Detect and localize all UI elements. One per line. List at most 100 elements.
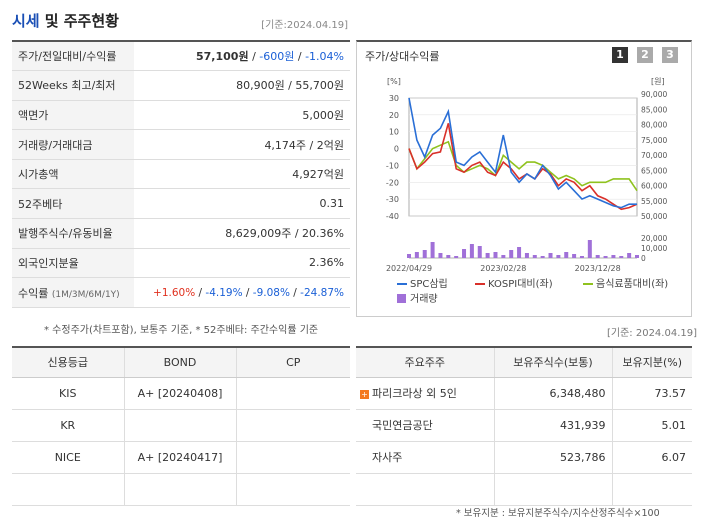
holder-name[interactable]: 파리크라상 외 5인 bbox=[372, 387, 457, 400]
series-line bbox=[408, 97, 637, 209]
legend-label: 거래량 bbox=[410, 293, 438, 305]
right-tick-label: 80,000 bbox=[641, 121, 667, 130]
legend-label: SPC삼립 bbox=[410, 277, 448, 290]
volume-bar bbox=[548, 253, 553, 258]
stock-chart: [%] [원] 30 20 10 0 -10 -20 -30 -40 90,000 85,000 80,… bbox=[386, 77, 668, 305]
right-tick-label: 70,000 bbox=[641, 151, 667, 160]
volume-bar bbox=[556, 255, 561, 258]
table-row: 수익률 (1M/3M/6M/1Y) +1.60% / -4.19% / -9.0… bbox=[12, 277, 350, 308]
left-tick-label: -30 bbox=[386, 195, 399, 204]
legend-label: 음식료품대비(좌) bbox=[596, 278, 668, 290]
cell-bond: A+ [20240408] bbox=[124, 377, 237, 410]
volume-bar bbox=[619, 256, 624, 258]
volume-bar bbox=[407, 254, 411, 258]
legend-label: KOSPI대비(좌) bbox=[488, 278, 553, 290]
section-title: 시세 bbox=[12, 12, 40, 30]
col-header: BOND bbox=[124, 347, 237, 378]
right-tick-label: 50,000 bbox=[641, 212, 667, 221]
volume-bar bbox=[462, 249, 467, 258]
row-label: 52주베타 bbox=[12, 188, 134, 220]
volume-bar bbox=[532, 255, 537, 258]
chart-page-3-button[interactable]: 3 bbox=[662, 47, 678, 63]
right-tick-label: 75,000 bbox=[641, 136, 667, 145]
row-value: 2.36% bbox=[134, 248, 350, 279]
volume-bar bbox=[454, 256, 459, 258]
left-axis-unit: [%] bbox=[387, 77, 401, 86]
x-tick-label: 2022/04/29 bbox=[386, 264, 432, 273]
credit-rating-table: 신용등급 BOND CP KIS A+ [20240408] KR NICE A… bbox=[12, 346, 350, 506]
holders-asof: [기준: 2024.04.19] bbox=[607, 328, 698, 339]
row-label: 액면가 bbox=[12, 100, 134, 131]
cell-cp bbox=[236, 441, 350, 474]
row-value: 0.31 bbox=[134, 188, 350, 220]
return-1m: +1.60% bbox=[153, 286, 196, 299]
cell-bond: A+ [20240417] bbox=[124, 441, 237, 474]
cell-shares bbox=[494, 473, 613, 506]
left-tick-label: 30 bbox=[389, 94, 399, 103]
table-row: 52Weeks 최고/최저 80,900원 / 55,700원 bbox=[12, 70, 350, 101]
price-value: 57,100원 bbox=[196, 50, 249, 64]
return-6m: -9.08% bbox=[252, 286, 290, 299]
volume-bar bbox=[611, 255, 616, 258]
x-tick-label: 2023/12/28 bbox=[575, 264, 621, 273]
volume-bar bbox=[477, 246, 482, 258]
volume-bar bbox=[572, 254, 577, 258]
volume-bar bbox=[430, 242, 435, 258]
chart-page-1-button[interactable]: 1 bbox=[612, 47, 628, 63]
col-header: 신용등급 bbox=[12, 347, 125, 378]
cell-percent bbox=[612, 473, 692, 506]
left-tick-label: 0 bbox=[394, 145, 399, 154]
cell-holder bbox=[356, 473, 495, 506]
right-tick-label: 55,000 bbox=[641, 197, 667, 206]
table-row: 52주베타 0.31 bbox=[12, 188, 350, 220]
volume-tick-label: 0 bbox=[641, 254, 646, 263]
volume-bar bbox=[540, 256, 545, 258]
table-row: 국민연금공단 431,939 5.01 bbox=[356, 409, 692, 442]
row-label: 시가총액 bbox=[12, 159, 134, 190]
cell-cp bbox=[236, 409, 350, 442]
chart-panel: 주가/상대수익률 1 2 3 [%] [원] 30 20 10 0 -10 -20 -30 -40… bbox=[356, 40, 692, 317]
volume-bar bbox=[446, 255, 451, 258]
price-change: -600원 bbox=[259, 50, 295, 64]
holders-footnote: * 보유지분 : 보유지분주식수/지수산정주식수×100 bbox=[456, 508, 660, 519]
table-header-row: 주요주주 보유주식수(보통) 보유지분(%) bbox=[356, 347, 692, 378]
cell-holder: 국민연금공단 bbox=[356, 409, 495, 442]
table-row: 외국인지분율 2.36% bbox=[12, 248, 350, 279]
right-tick-label: 85,000 bbox=[641, 105, 667, 114]
table-row: 발행주식수/유동비율 8,629,009주 / 20.36% bbox=[12, 218, 350, 249]
row-value: 80,900원 / 55,700원 bbox=[134, 70, 350, 101]
right-axis-unit: [원] bbox=[651, 77, 665, 86]
cell-percent: 5.01 bbox=[612, 409, 692, 442]
volume-bar bbox=[485, 253, 490, 258]
row-value: 5,000원 bbox=[134, 100, 350, 131]
shareholders-table: 주요주주 보유주식수(보통) 보유지분(%) + 파리크라상 외 5인 6,348… bbox=[356, 346, 692, 506]
returns-label: 수익률 bbox=[18, 286, 49, 300]
volume-bar bbox=[469, 244, 474, 258]
row-label: 수익률 (1M/3M/6M/1Y) bbox=[12, 277, 134, 308]
chart-page-2-button[interactable]: 2 bbox=[637, 47, 653, 63]
left-tick-label: 20 bbox=[389, 111, 399, 120]
left-tick-label: -40 bbox=[386, 212, 399, 221]
volume-bar bbox=[524, 253, 529, 258]
volume-bar bbox=[501, 255, 506, 258]
section-subtitle: 및 주주현황 bbox=[44, 12, 119, 30]
table-row: 주가/전일대비/수익률 57,100원 / -600원 / -1.04% bbox=[12, 41, 350, 72]
cell-shares: 431,939 bbox=[494, 409, 613, 442]
volume-bar bbox=[414, 252, 419, 258]
left-tick-label: -10 bbox=[386, 161, 399, 170]
asof-date: [기준:2024.04.19] bbox=[261, 20, 348, 31]
cell-holder[interactable]: + 파리크라상 외 5인 bbox=[356, 377, 495, 410]
cell-agency: KR bbox=[12, 409, 125, 442]
cell-agency: NICE bbox=[12, 441, 125, 474]
table-row: 액면가 5,000원 bbox=[12, 100, 350, 131]
row-label: 주가/전일대비/수익률 bbox=[12, 41, 134, 72]
plus-icon[interactable]: + bbox=[360, 389, 369, 399]
price-rate: -1.04% bbox=[305, 50, 344, 64]
price-table: 주가/전일대비/수익률 57,100원 / -600원 / -1.04% 52W… bbox=[12, 40, 350, 308]
volume-bar bbox=[493, 252, 498, 258]
table-row bbox=[356, 473, 692, 506]
cell-cp bbox=[236, 377, 350, 410]
table-row bbox=[12, 473, 350, 506]
col-header: 보유주식수(보통) bbox=[494, 347, 613, 378]
return-1y: -24.87% bbox=[300, 286, 344, 299]
